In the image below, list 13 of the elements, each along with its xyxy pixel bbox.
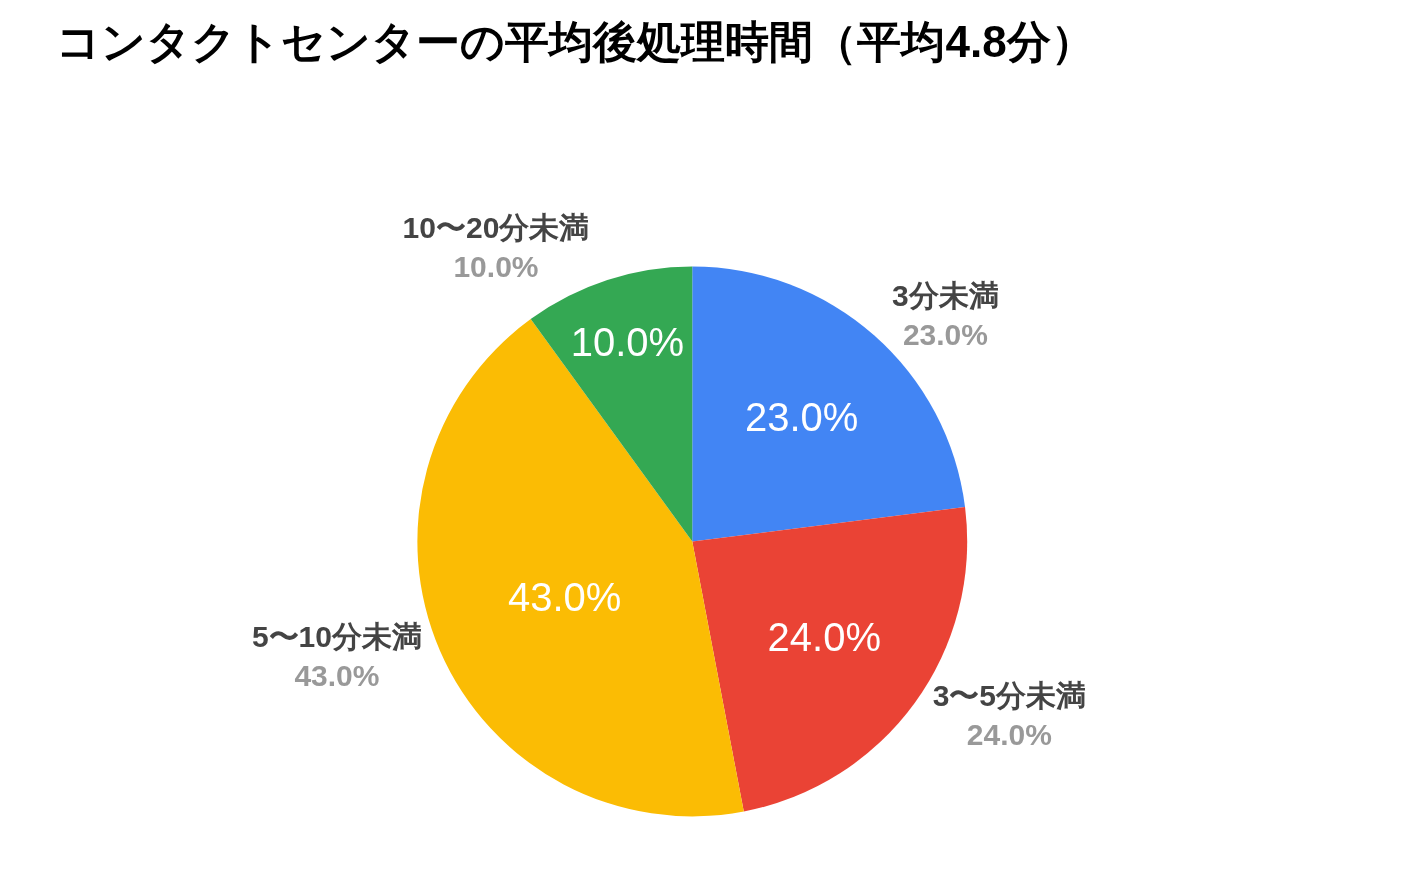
slice-label: 3分未満 xyxy=(892,279,999,312)
slice-label: 5〜10分未満 xyxy=(251,620,422,654)
data-label: 24.0% xyxy=(767,615,882,660)
text: 43.0% xyxy=(294,659,380,693)
data-label: 10.0% xyxy=(570,319,685,364)
text: 23.0% xyxy=(902,318,988,351)
chart-title: コンタクトセンターの平均後処理時間（平均4.8分） xyxy=(56,16,1095,66)
data-label: 23.0% xyxy=(745,395,859,440)
text: 10.0% xyxy=(453,250,539,284)
slice-label: 3〜5分未満 xyxy=(932,679,1087,713)
text: 24.0% xyxy=(966,718,1052,752)
slice-label: 10〜20分未満 xyxy=(402,211,590,245)
data-label: 43.0% xyxy=(507,574,622,619)
